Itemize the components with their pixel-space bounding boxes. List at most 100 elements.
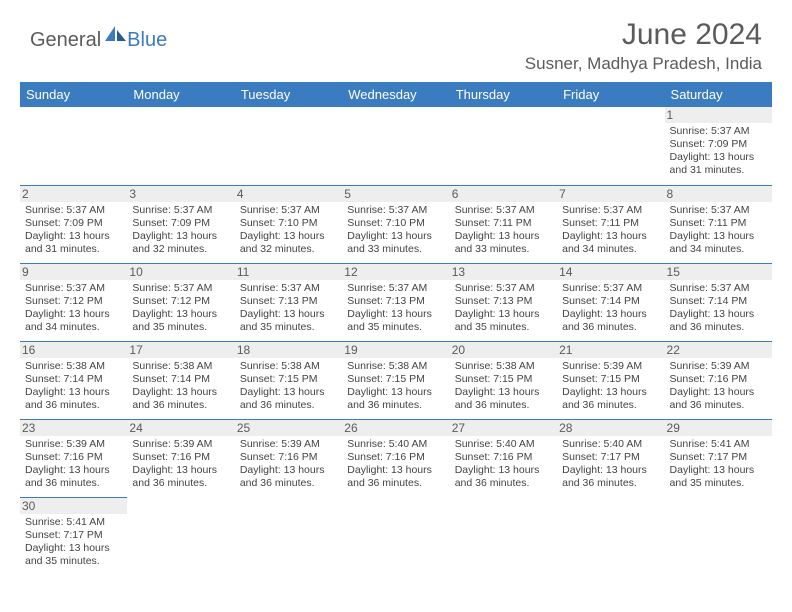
daylight-text: Daylight: 13 hours and 34 minutes. xyxy=(562,230,659,256)
calendar-day-cell: 11Sunrise: 5:37 AMSunset: 7:13 PMDayligh… xyxy=(235,263,342,341)
calendar-day-cell: 19Sunrise: 5:38 AMSunset: 7:15 PMDayligh… xyxy=(342,341,449,419)
calendar-day-cell: 3Sunrise: 5:37 AMSunset: 7:09 PMDaylight… xyxy=(127,185,234,263)
day-info: Sunrise: 5:37 AMSunset: 7:11 PMDaylight:… xyxy=(562,204,659,257)
weekday-header: Friday xyxy=(557,82,664,107)
daylight-text: Daylight: 13 hours and 31 minutes. xyxy=(25,230,122,256)
day-info: Sunrise: 5:37 AMSunset: 7:09 PMDaylight:… xyxy=(670,125,767,178)
day-number: 23 xyxy=(20,420,127,436)
sunset-text: Sunset: 7:16 PM xyxy=(347,451,444,464)
calendar-day-cell xyxy=(127,497,234,575)
calendar-day-cell: 26 Sunrise: 5:40 AMSunset: 7:16 PMDayligh… xyxy=(342,419,449,497)
sunset-text: Sunset: 7:09 PM xyxy=(132,217,229,230)
calendar-day-cell: 5Sunrise: 5:37 AMSunset: 7:10 PMDaylight… xyxy=(342,185,449,263)
sunset-text: Sunset: 7:11 PM xyxy=(455,217,552,230)
day-info: Sunrise: 5:37 AMSunset: 7:14 PMDaylight:… xyxy=(562,282,659,335)
sunset-text: Sunset: 7:14 PM xyxy=(670,295,767,308)
day-info: Sunrise: 5:37 AMSunset: 7:09 PMDaylight:… xyxy=(132,204,229,257)
calendar-day-cell: 8Sunrise: 5:37 AMSunset: 7:11 PMDaylight… xyxy=(665,185,772,263)
sunrise-text: Sunrise: 5:37 AM xyxy=(132,282,229,295)
daylight-text: Daylight: 13 hours and 36 minutes. xyxy=(347,386,444,412)
sunrise-text: Sunrise: 5:37 AM xyxy=(240,204,337,217)
sunset-text: Sunset: 7:16 PM xyxy=(455,451,552,464)
day-number: 14 xyxy=(557,264,664,280)
day-number: 26 xyxy=(342,420,449,436)
calendar-day-cell: 15 Sunrise: 5:37 AMSunset: 7:14 PMDayligh… xyxy=(665,263,772,341)
calendar-day-cell: 23Sunrise: 5:39 AMSunset: 7:16 PMDayligh… xyxy=(20,419,127,497)
calendar-day-cell xyxy=(127,107,234,185)
daylight-text: Daylight: 13 hours and 35 minutes. xyxy=(347,308,444,334)
calendar-table: SundayMondayTuesdayWednesdayThursdayFrid… xyxy=(20,82,772,575)
day-info: Sunrise: 5:37 AMSunset: 7:11 PMDaylight:… xyxy=(455,204,552,257)
calendar-day-cell xyxy=(235,107,342,185)
day-number: 9 xyxy=(20,264,127,280)
sunset-text: Sunset: 7:13 PM xyxy=(240,295,337,308)
calendar-day-cell xyxy=(235,497,342,575)
daylight-text: Daylight: 13 hours and 36 minutes. xyxy=(455,464,552,490)
daylight-text: Daylight: 13 hours and 36 minutes. xyxy=(670,386,767,412)
sunrise-text: Sunrise: 5:39 AM xyxy=(25,438,122,451)
daylight-text: Daylight: 13 hours and 36 minutes. xyxy=(347,464,444,490)
calendar-week-row: 2Sunrise: 5:37 AMSunset: 7:09 PMDaylight… xyxy=(20,185,772,263)
sunrise-text: Sunrise: 5:37 AM xyxy=(132,204,229,217)
daylight-text: Daylight: 13 hours and 36 minutes. xyxy=(670,308,767,334)
sunrise-text: Sunrise: 5:38 AM xyxy=(25,360,122,373)
calendar-week-row: 1 Sunrise: 5:37 AMSunset: 7:09 PMDaylight… xyxy=(20,107,772,185)
daylight-text: Daylight: 13 hours and 35 minutes. xyxy=(240,308,337,334)
logo-text-general: General xyxy=(30,29,101,52)
day-info: Sunrise: 5:37 AMSunset: 7:13 PMDaylight:… xyxy=(455,282,552,335)
day-number: 4 xyxy=(235,186,342,202)
day-number: 16 xyxy=(20,342,127,358)
sunset-text: Sunset: 7:09 PM xyxy=(25,217,122,230)
day-number: 18 xyxy=(235,342,342,358)
sunset-text: Sunset: 7:15 PM xyxy=(347,373,444,386)
sunset-text: Sunset: 7:14 PM xyxy=(25,373,122,386)
day-info: Sunrise: 5:37 AMSunset: 7:14 PMDaylight:… xyxy=(670,282,767,335)
sunset-text: Sunset: 7:13 PM xyxy=(347,295,444,308)
sunrise-text: Sunrise: 5:41 AM xyxy=(25,516,122,529)
calendar-day-cell: 18 Sunrise: 5:38 AMSunset: 7:15 PMDayligh… xyxy=(235,341,342,419)
sunrise-text: Sunrise: 5:38 AM xyxy=(455,360,552,373)
sunset-text: Sunset: 7:15 PM xyxy=(455,373,552,386)
daylight-text: Daylight: 13 hours and 31 minutes. xyxy=(670,151,767,177)
calendar-day-cell: 10Sunrise: 5:37 AMSunset: 7:12 PMDayligh… xyxy=(127,263,234,341)
day-info: Sunrise: 5:41 AMSunset: 7:17 PMDaylight:… xyxy=(670,438,767,491)
weekday-header: Sunday xyxy=(20,82,127,107)
day-number: 10 xyxy=(127,264,234,280)
day-number: 30 xyxy=(20,498,127,514)
day-info: Sunrise: 5:41 AMSunset: 7:17 PMDaylight:… xyxy=(25,516,122,569)
day-number: 1 xyxy=(665,107,772,123)
daylight-text: Daylight: 13 hours and 33 minutes. xyxy=(347,230,444,256)
sunset-text: Sunset: 7:11 PM xyxy=(562,217,659,230)
calendar-day-cell: 20Sunrise: 5:38 AMSunset: 7:15 PMDayligh… xyxy=(450,341,557,419)
daylight-text: Daylight: 13 hours and 36 minutes. xyxy=(25,464,122,490)
month-title: June 2024 xyxy=(525,18,762,52)
daylight-text: Daylight: 13 hours and 34 minutes. xyxy=(670,230,767,256)
daylight-text: Daylight: 13 hours and 36 minutes. xyxy=(562,386,659,412)
daylight-text: Daylight: 13 hours and 35 minutes. xyxy=(132,308,229,334)
day-number: 15 xyxy=(665,264,772,280)
calendar-day-cell: 29Sunrise: 5:41 AMSunset: 7:17 PMDayligh… xyxy=(665,419,772,497)
calendar-day-cell xyxy=(557,497,664,575)
day-info: Sunrise: 5:38 AMSunset: 7:15 PMDaylight:… xyxy=(240,360,337,413)
daylight-text: Daylight: 13 hours and 36 minutes. xyxy=(25,386,122,412)
calendar-day-cell xyxy=(20,107,127,185)
calendar-day-cell: 28Sunrise: 5:40 AMSunset: 7:17 PMDayligh… xyxy=(557,419,664,497)
daylight-text: Daylight: 13 hours and 32 minutes. xyxy=(132,230,229,256)
day-number: 11 xyxy=(235,264,342,280)
sunset-text: Sunset: 7:17 PM xyxy=(562,451,659,464)
day-number: 8 xyxy=(665,186,772,202)
sunset-text: Sunset: 7:13 PM xyxy=(455,295,552,308)
sunset-text: Sunset: 7:17 PM xyxy=(25,529,122,542)
day-number: 27 xyxy=(450,420,557,436)
calendar-page: General Blue June 2024 Susner, Madhya Pr… xyxy=(0,0,792,585)
calendar-day-cell: 14 Sunrise: 5:37 AMSunset: 7:14 PMDayligh… xyxy=(557,263,664,341)
sunrise-text: Sunrise: 5:37 AM xyxy=(347,282,444,295)
day-info: Sunrise: 5:37 AMSunset: 7:10 PMDaylight:… xyxy=(240,204,337,257)
calendar-day-cell: 1 Sunrise: 5:37 AMSunset: 7:09 PMDaylight… xyxy=(665,107,772,185)
calendar-day-cell: 22Sunrise: 5:39 AMSunset: 7:16 PMDayligh… xyxy=(665,341,772,419)
daylight-text: Daylight: 13 hours and 36 minutes. xyxy=(240,464,337,490)
day-info: Sunrise: 5:40 AMSunset: 7:16 PMDaylight:… xyxy=(455,438,552,491)
day-info: Sunrise: 5:39 AMSunset: 7:16 PMDaylight:… xyxy=(670,360,767,413)
sunrise-text: Sunrise: 5:37 AM xyxy=(25,204,122,217)
sunrise-text: Sunrise: 5:40 AM xyxy=(347,438,444,451)
